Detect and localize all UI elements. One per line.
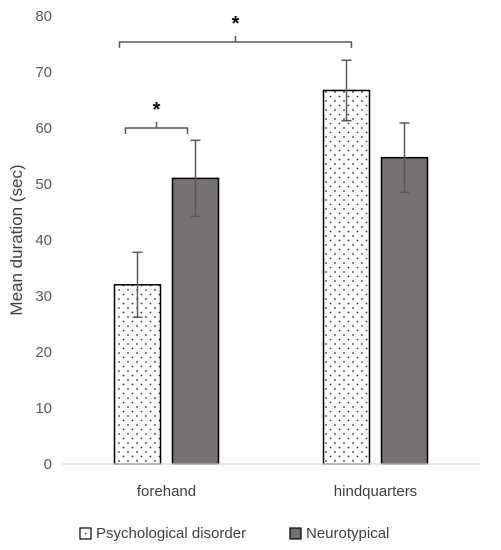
bars	[113, 89, 429, 465]
bracket-disorder-across: *	[118, 13, 353, 48]
y-tick-label: 0	[44, 456, 52, 473]
bar-forehand-1	[171, 177, 220, 465]
error-bars	[132, 59, 410, 319]
bracket-forehand: *	[124, 99, 189, 134]
significance-star: *	[232, 13, 240, 35]
y-tick-label: 70	[35, 64, 52, 81]
bar-hindquarters-1	[380, 156, 429, 465]
y-tick-label: 60	[35, 120, 52, 137]
bar-hindquarters-0	[322, 89, 371, 465]
significance-brackets: **	[118, 13, 353, 134]
y-tick-label: 20	[35, 344, 52, 361]
legend-label-0: Psychological disorder	[96, 525, 246, 542]
bracket-line	[118, 36, 353, 48]
x-axis-categories: forehand hindquarters	[137, 483, 417, 500]
legend-label-1: Neurotypical	[306, 525, 389, 542]
y-tick-label: 10	[35, 400, 52, 417]
x-category-label: hindquarters	[334, 483, 417, 500]
legend: Psychological disorder Neurotypical	[79, 525, 389, 542]
y-tick-label: 80	[35, 8, 52, 25]
y-tick-label: 30	[35, 288, 52, 305]
y-axis-ticks: 0 10 20 30 40 50 60 70 80	[35, 8, 52, 473]
y-tick-label: 40	[35, 232, 52, 249]
legend-swatch-1	[289, 527, 302, 540]
y-tick-label: 50	[35, 176, 52, 193]
legend-swatch-dot	[84, 532, 87, 535]
significance-star: *	[153, 99, 161, 121]
x-category-label: forehand	[137, 483, 196, 500]
bracket-line	[124, 122, 189, 134]
y-axis-title: Mean duration (sec)	[7, 164, 26, 315]
